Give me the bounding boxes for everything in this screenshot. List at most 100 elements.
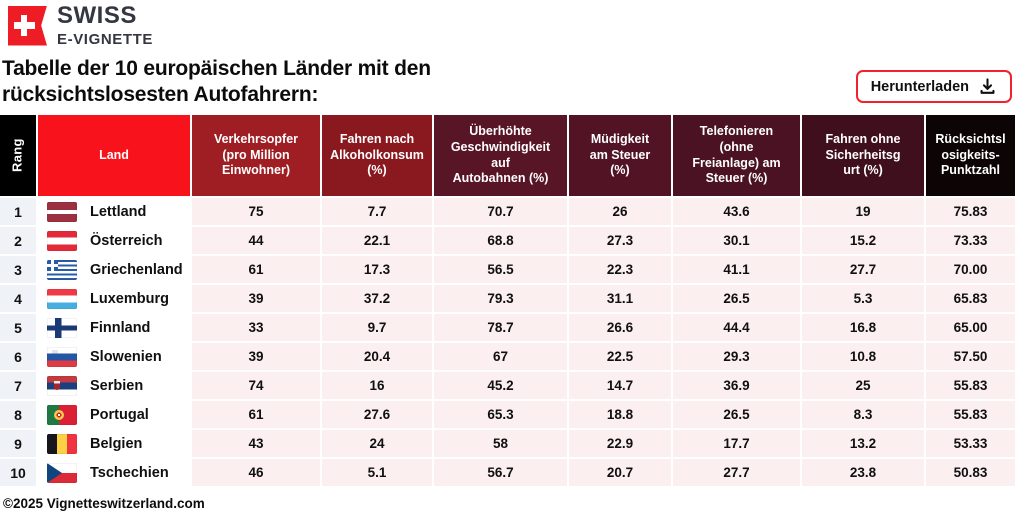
- value-cell-telefonieren: 44.4: [673, 314, 800, 341]
- country-name: Portugal: [90, 406, 149, 423]
- column-header-rang: Rang: [0, 115, 36, 196]
- value-cell-sicherheitsgurt: 10.8: [802, 343, 924, 370]
- value-cell-alkoholkonsum: 9.7: [322, 314, 432, 341]
- brand-header: SWISS E-VIGNETTE: [8, 4, 153, 47]
- footer-copyright: ©2025 Vignetteswitzerland.com: [3, 496, 205, 511]
- country-name: Österreich: [90, 232, 163, 249]
- column-header-label: Überhöhte Geschwindigkeit auf Autobahnen…: [450, 124, 551, 186]
- value-cell-verkehrsopfer: 39: [192, 343, 320, 370]
- country-cell: Portugal: [38, 401, 190, 428]
- value-cell-alkoholkonsum: 27.6: [322, 401, 432, 428]
- value-cell-sicherheitsgurt: 15.2: [802, 227, 924, 254]
- value-cell-muedigkeit: 20.7: [569, 459, 671, 486]
- value-cell-muedigkeit: 22.9: [569, 430, 671, 457]
- value-cell-verkehrsopfer: 33: [192, 314, 320, 341]
- czechia-flag-icon: [47, 462, 77, 483]
- value-cell-sicherheitsgurt: 5.3: [802, 285, 924, 312]
- value-cell-telefonieren: 26.5: [673, 401, 800, 428]
- value-cell-sicherheitsgurt: 19: [802, 198, 924, 225]
- value-cell-punktzahl: 55.83: [926, 372, 1015, 399]
- rank-cell: 10: [0, 459, 36, 486]
- column-header-label: Fahren nach Alkoholkonsum (%): [330, 132, 424, 178]
- belgium-flag-icon: [47, 433, 77, 454]
- country-cell: Griechenland: [38, 256, 190, 283]
- value-cell-punktzahl: 55.83: [926, 401, 1015, 428]
- value-cell-telefonieren: 30.1: [673, 227, 800, 254]
- value-cell-sicherheitsgurt: 27.7: [802, 256, 924, 283]
- finland-flag-icon: [47, 317, 77, 338]
- value-cell-verkehrsopfer: 75: [192, 198, 320, 225]
- column-header-label: Fahren ohne Sicherheitsg urt (%): [825, 132, 901, 178]
- value-cell-geschwindigkeit: 70.7: [434, 198, 567, 225]
- value-cell-verkehrsopfer: 44: [192, 227, 320, 254]
- rank-cell: 8: [0, 401, 36, 428]
- value-cell-punktzahl: 65.00: [926, 314, 1015, 341]
- brand-name: SWISS E-VIGNETTE: [57, 4, 154, 48]
- download-button-label: Herunterladen: [870, 78, 969, 95]
- rank-cell: 1: [0, 198, 36, 225]
- value-cell-geschwindigkeit: 65.3: [434, 401, 567, 428]
- country-name: Lettland: [90, 203, 147, 220]
- page-title: Tabelle der 10 europäischen Länder mit d…: [2, 56, 431, 108]
- luxembourg-flag-icon: [47, 288, 77, 309]
- column-header-label: Verkehrsopfer (pro Million Einwohner): [213, 132, 299, 178]
- value-cell-muedigkeit: 14.7: [569, 372, 671, 399]
- value-cell-geschwindigkeit: 45.2: [434, 372, 567, 399]
- country-cell: Tschechien: [38, 459, 190, 486]
- column-header-land: Land: [38, 115, 190, 196]
- value-cell-verkehrsopfer: 46: [192, 459, 320, 486]
- rank-cell: 2: [0, 227, 36, 254]
- value-cell-punktzahl: 57.50: [926, 343, 1015, 370]
- column-header-alkoholkonsum: Fahren nach Alkoholkonsum (%): [322, 115, 432, 196]
- download-icon: [980, 78, 995, 94]
- rank-cell: 5: [0, 314, 36, 341]
- column-header-punktzahl: Rücksichtsl osigkeits- Punktzahl: [926, 115, 1015, 196]
- country-cell: Luxemburg: [38, 285, 190, 312]
- value-cell-geschwindigkeit: 56.7: [434, 459, 567, 486]
- rank-cell: 7: [0, 372, 36, 399]
- value-cell-alkoholkonsum: 37.2: [322, 285, 432, 312]
- column-header-sicherheitsgurt: Fahren ohne Sicherheitsg urt (%): [802, 115, 924, 196]
- value-cell-telefonieren: 29.3: [673, 343, 800, 370]
- column-header-label: Müdigkeit am Steuer (%): [589, 132, 651, 178]
- value-cell-muedigkeit: 27.3: [569, 227, 671, 254]
- value-cell-muedigkeit: 22.5: [569, 343, 671, 370]
- country-name: Griechenland: [90, 261, 183, 278]
- value-cell-alkoholkonsum: 20.4: [322, 343, 432, 370]
- brand-line2: E-VIGNETTE: [57, 31, 154, 48]
- rank-cell: 4: [0, 285, 36, 312]
- value-cell-muedigkeit: 18.8: [569, 401, 671, 428]
- value-cell-telefonieren: 43.6: [673, 198, 800, 225]
- download-button[interactable]: Herunterladen: [855, 70, 1012, 103]
- value-cell-punktzahl: 70.00: [926, 256, 1015, 283]
- country-cell: Finnland: [38, 314, 190, 341]
- value-cell-punktzahl: 65.83: [926, 285, 1015, 312]
- column-header-label: Rücksichtsl osigkeits- Punktzahl: [935, 132, 1006, 178]
- value-cell-geschwindigkeit: 56.5: [434, 256, 567, 283]
- austria-flag-icon: [47, 230, 77, 251]
- value-cell-telefonieren: 27.7: [673, 459, 800, 486]
- rank-cell: 9: [0, 430, 36, 457]
- greece-flag-icon: [47, 259, 77, 280]
- column-header-geschwindigkeit: Überhöhte Geschwindigkeit auf Autobahnen…: [434, 115, 567, 196]
- slovenia-flag-icon: [47, 346, 77, 367]
- country-cell: Serbien: [38, 372, 190, 399]
- reckless-drivers-table: Rang Land Verkehrsopfer (pro Million Einwo…: [0, 115, 1015, 486]
- portugal-flag-icon: [47, 404, 77, 425]
- value-cell-verkehrsopfer: 74: [192, 372, 320, 399]
- value-cell-muedigkeit: 31.1: [569, 285, 671, 312]
- country-name: Finnland: [90, 319, 151, 336]
- value-cell-alkoholkonsum: 17.3: [322, 256, 432, 283]
- value-cell-muedigkeit: 26.6: [569, 314, 671, 341]
- value-cell-muedigkeit: 26: [569, 198, 671, 225]
- value-cell-alkoholkonsum: 16: [322, 372, 432, 399]
- value-cell-punktzahl: 53.33: [926, 430, 1015, 457]
- value-cell-verkehrsopfer: 39: [192, 285, 320, 312]
- country-name: Slowenien: [90, 348, 162, 365]
- country-name: Belgien: [90, 435, 143, 452]
- latvia-flag-icon: [47, 201, 77, 222]
- value-cell-alkoholkonsum: 7.7: [322, 198, 432, 225]
- country-name: Serbien: [90, 377, 144, 394]
- value-cell-verkehrsopfer: 61: [192, 401, 320, 428]
